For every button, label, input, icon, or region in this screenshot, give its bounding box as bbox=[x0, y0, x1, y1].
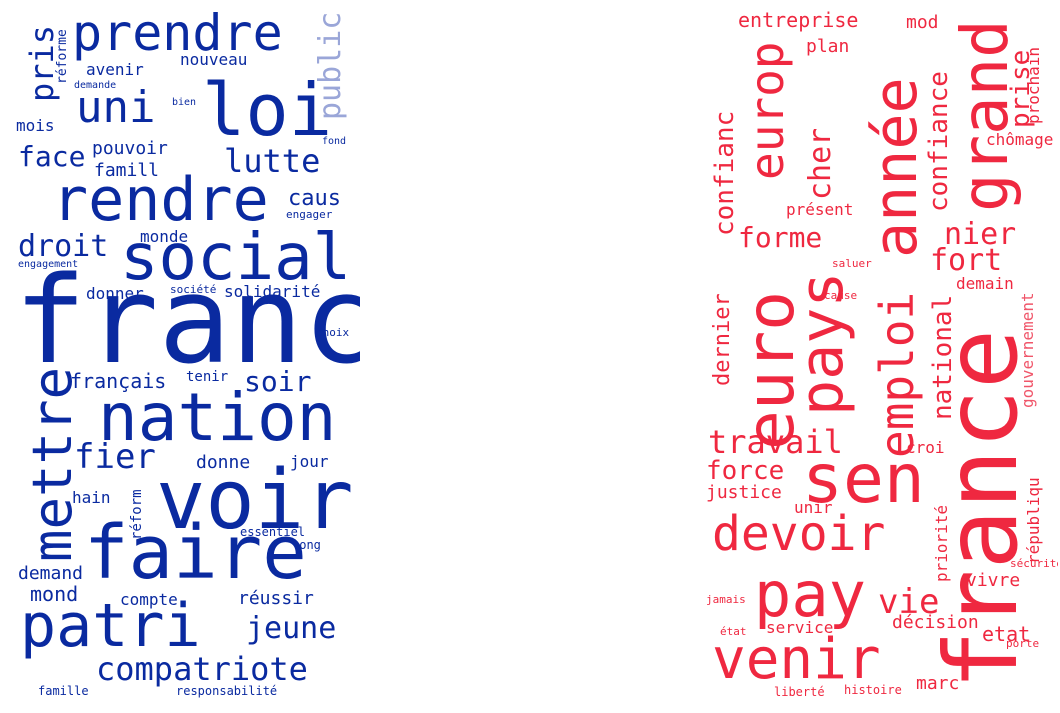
word: force bbox=[706, 456, 785, 486]
word: nier bbox=[944, 217, 1017, 252]
word: confianc bbox=[710, 110, 740, 236]
word: fier bbox=[74, 437, 156, 477]
word: justice bbox=[706, 482, 782, 503]
word: famille bbox=[38, 684, 89, 698]
word: jamais bbox=[706, 593, 746, 606]
word: etat bbox=[982, 622, 1031, 646]
word: cause bbox=[824, 289, 858, 302]
word: famill bbox=[94, 160, 160, 181]
word: cher bbox=[803, 127, 838, 200]
word: franc bbox=[14, 252, 360, 391]
word: prochain bbox=[1024, 46, 1043, 124]
word: chômage bbox=[986, 130, 1054, 149]
word: mettre bbox=[21, 366, 84, 562]
word: soir bbox=[244, 365, 312, 398]
word: français bbox=[70, 369, 167, 393]
word: emploi bbox=[870, 291, 924, 458]
word: état bbox=[720, 625, 747, 638]
word: histoire bbox=[844, 683, 902, 697]
word: année bbox=[861, 77, 931, 258]
word: républiqu bbox=[1024, 477, 1043, 564]
word: voir bbox=[156, 453, 354, 548]
word: faire bbox=[84, 510, 307, 596]
word: caus bbox=[288, 186, 341, 211]
word: pays bbox=[787, 271, 857, 417]
word: social bbox=[120, 221, 352, 295]
word: engagement bbox=[18, 259, 79, 270]
word: priorité bbox=[932, 504, 951, 582]
word: hain bbox=[72, 488, 111, 507]
word: fond bbox=[322, 136, 347, 147]
word: pouvoir bbox=[92, 138, 168, 159]
word: rendre bbox=[52, 165, 269, 235]
word: engager bbox=[286, 208, 333, 221]
word: devoir bbox=[712, 506, 886, 562]
word: entreprise bbox=[738, 8, 859, 32]
word: porte bbox=[1006, 637, 1040, 650]
word: vie bbox=[878, 582, 940, 622]
word: sécurité bbox=[1010, 557, 1058, 570]
word: monde bbox=[140, 227, 189, 246]
word: nation bbox=[98, 379, 337, 456]
word: responsabilité bbox=[176, 684, 278, 698]
word: service bbox=[766, 618, 834, 637]
word: compatriote bbox=[96, 650, 308, 688]
word: forme bbox=[738, 221, 823, 254]
word: europ bbox=[740, 41, 794, 180]
word: long bbox=[292, 538, 321, 552]
word: nouveau bbox=[180, 50, 248, 69]
word-cloud-left: prendre loi uni public pris réforme aven… bbox=[10, 0, 360, 713]
word: plan bbox=[806, 36, 850, 57]
word: pris bbox=[23, 24, 61, 102]
word: mond bbox=[30, 582, 79, 606]
word: jour bbox=[290, 452, 329, 471]
word: mois bbox=[16, 116, 55, 135]
word: décision bbox=[892, 612, 979, 633]
word: vivre bbox=[966, 570, 1021, 591]
word-cloud-right: entreprise mod plan europ année grand co… bbox=[698, 0, 1058, 713]
word: choix bbox=[316, 326, 350, 339]
word: solidarité bbox=[224, 282, 321, 301]
word: donne bbox=[196, 452, 251, 473]
word: demande bbox=[74, 80, 117, 91]
word: prendre bbox=[72, 4, 283, 62]
word: croi bbox=[906, 438, 945, 457]
word: dernier bbox=[710, 293, 735, 386]
word: patri bbox=[20, 591, 201, 661]
word: lutte bbox=[224, 142, 321, 180]
word: donner bbox=[86, 284, 144, 303]
word: fort bbox=[930, 243, 1003, 278]
word: avenir bbox=[86, 60, 144, 79]
word: uni bbox=[76, 82, 156, 133]
word: demain bbox=[956, 274, 1014, 293]
word: public bbox=[313, 11, 348, 120]
word: réforme bbox=[55, 29, 70, 84]
word: confiance bbox=[924, 71, 954, 212]
word: mod bbox=[906, 12, 939, 33]
word: société bbox=[170, 283, 217, 296]
word: travail bbox=[708, 423, 843, 461]
word: demand bbox=[18, 563, 84, 584]
word: présent bbox=[786, 200, 854, 219]
word: saluer bbox=[832, 257, 872, 270]
word: liberté bbox=[774, 685, 825, 699]
word: unir bbox=[794, 498, 833, 517]
word: tenir bbox=[186, 369, 229, 385]
word: face bbox=[18, 140, 86, 173]
word: venir bbox=[712, 627, 881, 692]
word: loi bbox=[202, 68, 333, 152]
word: réussir bbox=[238, 588, 314, 609]
word: droit bbox=[18, 229, 109, 264]
word: essentiel bbox=[240, 525, 306, 539]
word: pay bbox=[754, 558, 866, 631]
word: marc bbox=[916, 673, 960, 694]
word: compte bbox=[120, 590, 178, 609]
word: bien bbox=[172, 97, 197, 108]
word: sen bbox=[802, 440, 925, 519]
word: jeune bbox=[246, 611, 337, 646]
